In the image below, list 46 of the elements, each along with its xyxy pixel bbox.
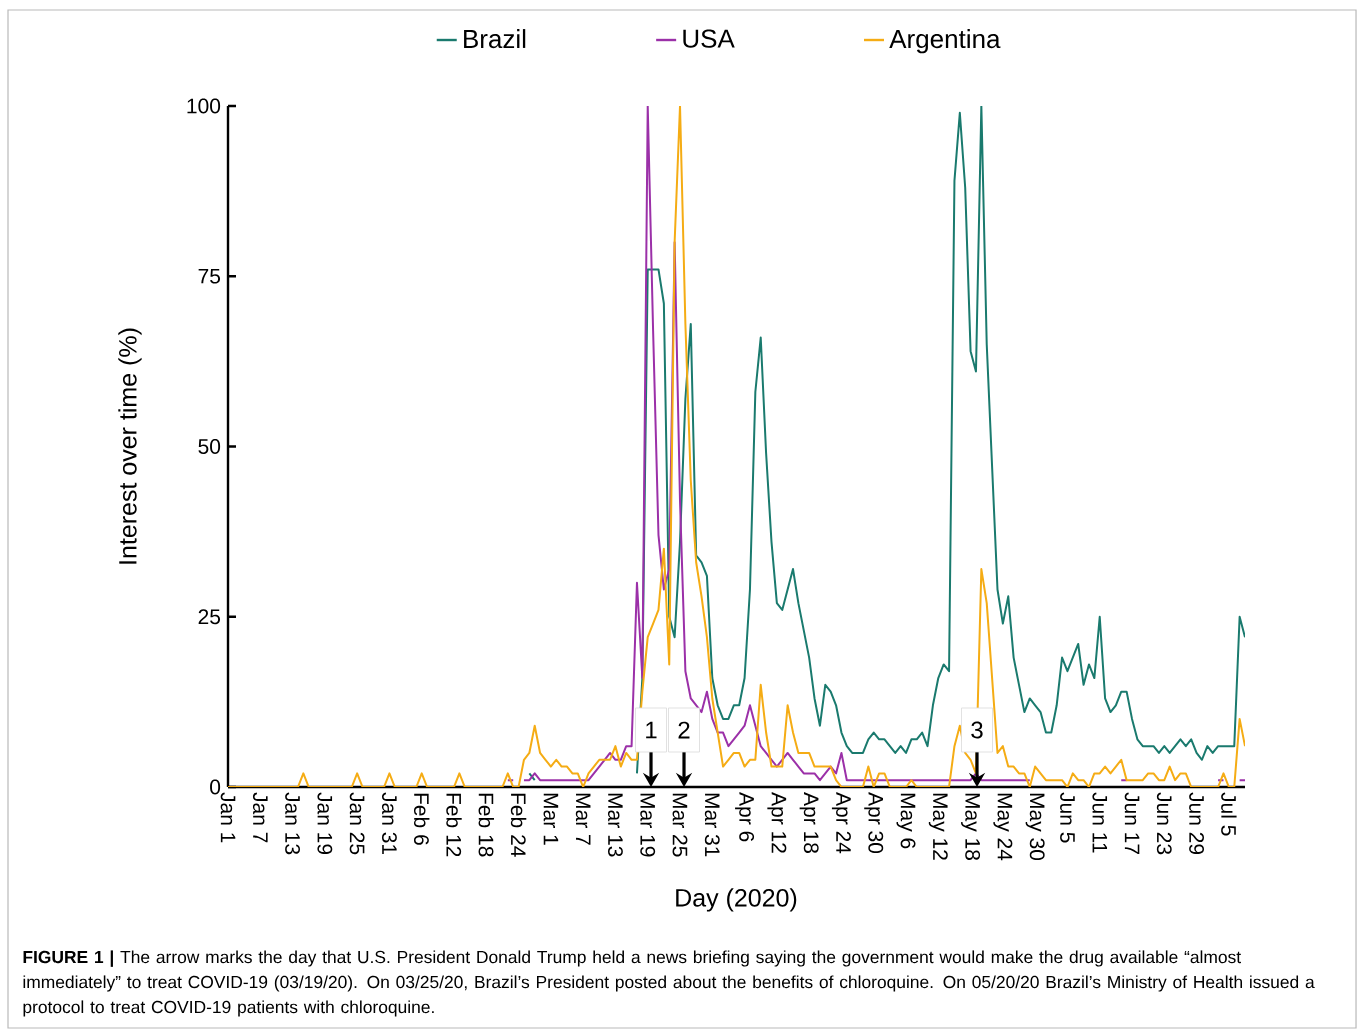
x-tick-label: Jun 23 [1156,792,1172,855]
x-tick-label: Jan 13 [285,792,300,855]
x-tick-label: May 12 [928,793,948,860]
x-tick-label: Jan 1 [220,792,236,843]
x-tick-label: May 18 [961,793,981,860]
x-tick-label: Apr 6 [735,792,755,842]
x-tick-label: Feb 18 [478,793,494,857]
x-tick-label: Jul 5 [1221,792,1237,836]
x-tick-label: Jun 5 [1060,792,1075,843]
x-tick-label: Apr 18 [799,792,819,853]
x-axis-title: Day (2020) [676,888,797,912]
x-tick-label: Apr 12 [767,792,787,853]
x-tick-label: Mar 31 [704,793,720,857]
x-tick-label: Jan 7 [252,792,268,843]
y-tick-label: 100 [187,98,221,114]
x-tick-label: Mar 19 [640,793,656,857]
legend-label: Brazil [464,29,526,49]
y-axis-title: Interest over time (%) [118,328,142,564]
y-tick-label: 0 [210,779,221,795]
y-tick-label: 50 [198,439,221,454]
x-tick-label: Mar 7 [575,793,591,845]
y-tick-label: 75 [198,268,221,284]
x-tick-label: Feb 6 [413,793,430,845]
x-tick-label: Feb 24 [510,793,527,857]
x-tick-label: Mar 25 [672,793,688,857]
x-tick-label: Mar 1 [543,793,559,845]
annotation: 1 [646,721,657,739]
x-tick-label: Jan 25 [349,792,365,855]
x-tick-label: Jan 31 [381,792,397,855]
x-tick-label: May 30 [1025,793,1045,861]
legend-label: Argentina [889,29,1001,54]
x-tick-label: Jun 11 [1092,792,1108,853]
x-tick-label: Jun 29 [1189,792,1204,855]
x-tick-label: Mar 13 [607,793,623,857]
y-tick-label: 25 [198,609,221,625]
annotation: 3 [971,721,983,739]
x-tick-label: Apr 30 [864,792,884,854]
x-tick-label: Apr 24 [831,792,851,854]
text: FIGURE 1 | The arrow marks the day that U.S. President Donald Trump held a news briefing saying the government would make the drug available “almost immediately” to treat COVID-19 (03/19/20). On 03/25/20, Brazil’s President posted about the benefits of chloroquine. On 05/20/20 Brazil’s Ministry of Health issued a protocol to treat COVID-19 patients with chloroquine. [23,950,1315,1017]
x-tick-label: Jan 19 [317,792,333,855]
x-tick-label: May 6 [896,793,916,849]
legend-label: USA [683,29,735,48]
x-tick-label: Feb 12 [446,793,462,857]
x-tick-label: May 24 [993,793,1013,861]
annotation: 2 [678,721,690,739]
x-tick-label: Jun 17 [1124,792,1140,855]
